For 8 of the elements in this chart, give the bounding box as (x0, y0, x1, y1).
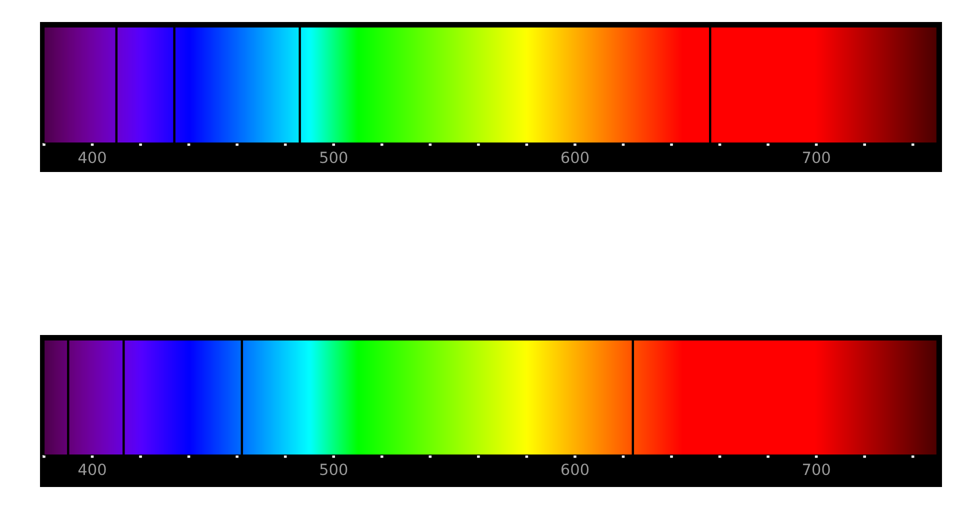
x-tick-label: 600 (561, 464, 589, 476)
x-tick-label: 400 (78, 152, 106, 164)
x-tick-label: 700 (802, 464, 830, 476)
x-tick-label: 500 (320, 152, 348, 164)
x-tick-label: 500 (320, 464, 348, 476)
x-tick-label: 700 (802, 152, 830, 164)
x-tick-label: 400 (78, 464, 106, 476)
x-tick-label: 600 (561, 152, 589, 164)
